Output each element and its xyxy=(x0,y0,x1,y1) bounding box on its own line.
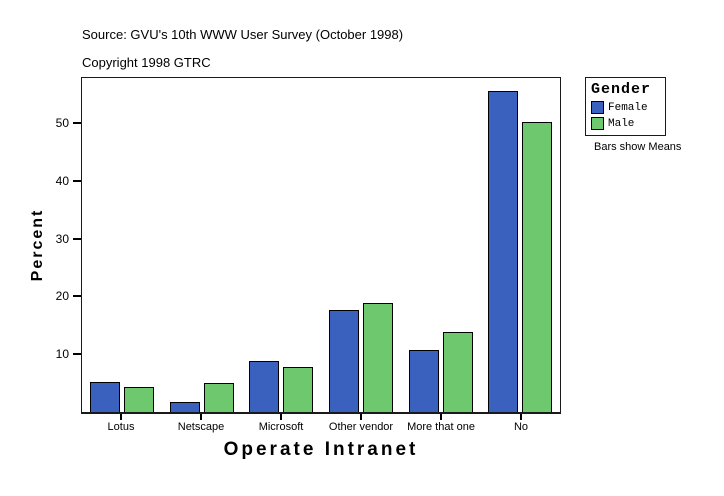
legend-row-male: Male xyxy=(591,117,660,130)
category-group-microsoft xyxy=(241,78,321,412)
x-tick-mark-other-vendor xyxy=(360,414,362,420)
y-tick-mark-10 xyxy=(73,353,81,356)
category-group-lotus xyxy=(82,78,162,412)
y-tick-mark-20 xyxy=(73,295,81,298)
y-tick-label-40: 40 xyxy=(55,173,69,188)
x-tick-mark-netscape xyxy=(200,414,202,420)
x-label-more-that-one: More that one xyxy=(407,421,475,433)
bar-female-more-that-one xyxy=(408,350,439,412)
y-tick-mark-30 xyxy=(73,237,81,240)
x-label-microsoft: Microsoft xyxy=(258,421,304,433)
y-tick-mark-50 xyxy=(73,122,81,125)
bar-female-microsoft xyxy=(249,361,280,412)
x-label-netscape: Netscape xyxy=(177,421,225,433)
y-tick-label-30: 30 xyxy=(55,231,69,246)
x-axis-ticks xyxy=(81,414,561,420)
plot-bars xyxy=(82,78,560,412)
copyright-text: Copyright 1998 GTRC xyxy=(82,55,211,70)
source-text: Source: GVU's 10th WWW User Survey (Octo… xyxy=(82,27,404,42)
x-tick-mark-microsoft xyxy=(280,414,282,420)
x-label-other-vendor: Other vendor xyxy=(328,421,394,433)
y-axis: 10 20 30 40 50 xyxy=(0,77,81,412)
bar-male-netscape xyxy=(203,382,234,412)
bar-female-other-vendor xyxy=(328,309,359,412)
legend-note: Bars show Means xyxy=(594,141,682,153)
x-label-no: No xyxy=(513,421,529,433)
bar-female-no xyxy=(488,90,519,412)
male-color-swatch xyxy=(591,117,604,130)
bar-male-lotus xyxy=(123,386,154,412)
bar-female-lotus xyxy=(89,382,120,412)
x-tick-mark-no xyxy=(520,414,522,420)
bar-male-other-vendor xyxy=(362,302,393,412)
x-tick-mark-lotus xyxy=(119,414,122,420)
y-tick-label-20: 20 xyxy=(55,289,69,304)
plot-area xyxy=(81,77,561,414)
legend-box: Gender Female Male xyxy=(585,77,666,136)
legend-title: Gender xyxy=(591,81,652,98)
bar-male-more-that-one xyxy=(442,331,473,412)
x-axis-title: Operate Intranet xyxy=(223,439,419,460)
legend-row-female: Female xyxy=(591,101,660,114)
y-tick-label-50: 50 xyxy=(55,116,69,131)
category-group-netscape xyxy=(162,78,242,412)
x-tick-mark-more-that-one xyxy=(440,414,442,420)
y-tick-label-10: 10 xyxy=(55,347,69,362)
category-group-no xyxy=(480,78,560,412)
x-axis-labels: Lotus Netscape Microsoft Other vendor More t… xyxy=(81,421,561,433)
y-tick-mark-40 xyxy=(73,179,81,182)
x-label-lotus: Lotus xyxy=(107,421,135,433)
category-group-more-that-one xyxy=(401,78,481,412)
bar-male-no xyxy=(522,122,553,412)
legend-label-male: Male xyxy=(608,117,635,130)
category-group-other-vendor xyxy=(321,78,401,412)
legend-label-female: Female xyxy=(608,101,648,114)
female-color-swatch xyxy=(591,101,604,114)
bar-male-microsoft xyxy=(283,367,314,412)
bar-female-netscape xyxy=(169,401,200,412)
